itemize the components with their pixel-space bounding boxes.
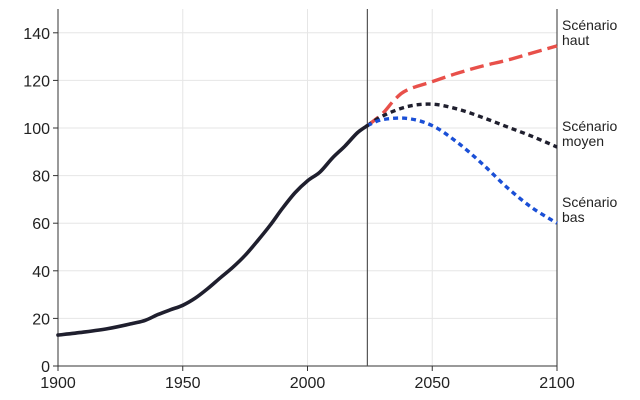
series-label-haut-line1: Scénario — [562, 17, 617, 33]
y-tick-label: 60 — [32, 216, 50, 233]
y-tick-label: 100 — [23, 121, 50, 138]
series-line-bas — [366, 116, 558, 225]
x-tick-label: 2000 — [290, 375, 326, 392]
series-line-moyen — [366, 102, 558, 149]
series-label-haut-line2: haut — [562, 32, 589, 48]
y-tick-label: 0 — [41, 359, 50, 376]
series-label-bas-line1: Scénario — [562, 194, 617, 210]
x-tick-label: 2050 — [414, 375, 450, 392]
series-label-moyen-line2: moyen — [562, 133, 604, 149]
y-tick-label: 80 — [32, 169, 50, 186]
x-tick-label: 2100 — [539, 375, 575, 392]
y-tick-label: 40 — [32, 264, 50, 281]
series-label-bas-line2: bas — [562, 209, 585, 225]
series-line-haut — [366, 44, 558, 127]
x-tick-labels: 1900 1950 2000 2050 2100 — [40, 375, 575, 392]
y-tick-label: 120 — [23, 73, 50, 90]
x-tick-label: 1900 — [40, 375, 76, 392]
series-line-historique — [56, 123, 370, 337]
grid — [57, 9, 558, 367]
series-label-moyen-line1: Scénario — [562, 118, 617, 134]
axes — [53, 9, 558, 371]
x-tick-label: 1950 — [165, 375, 201, 392]
y-tick-label: 20 — [32, 311, 50, 328]
y-tick-label: 140 — [23, 26, 50, 43]
y-tick-labels: 0 20 40 60 80 100 120 140 — [23, 26, 50, 376]
series-group — [56, 44, 558, 337]
